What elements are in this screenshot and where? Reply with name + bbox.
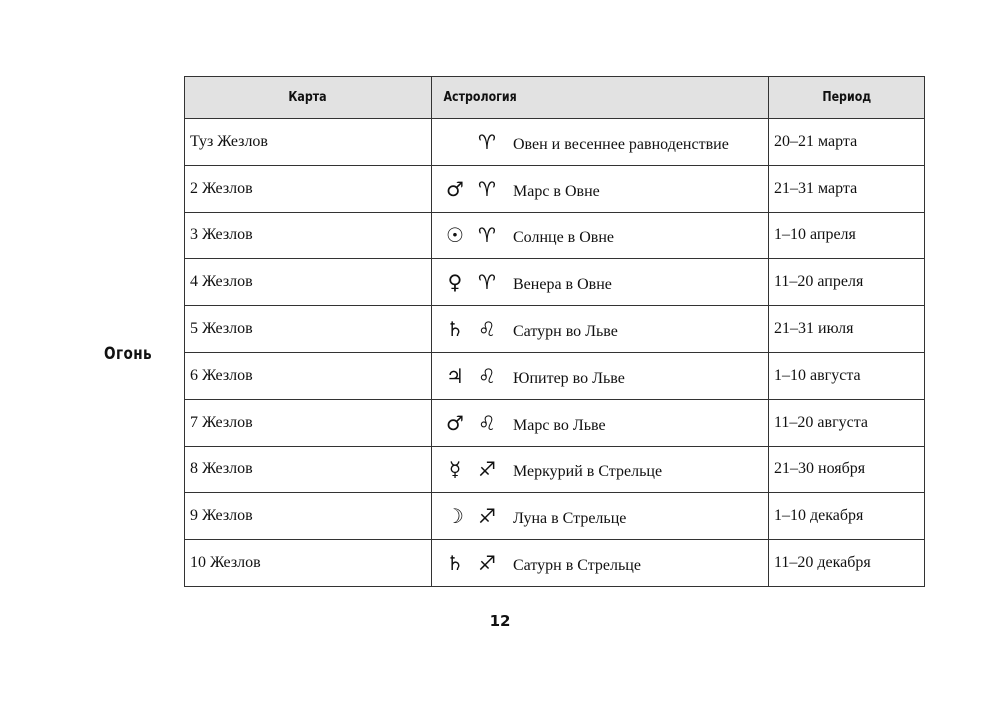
card-cell: 3 Жезлов bbox=[184, 211, 432, 260]
table-row: 2 Жезлов ♂ ♈ Марс в Овне 21–31 марта bbox=[184, 164, 925, 213]
header-card: Карта bbox=[184, 76, 432, 119]
astrology-cell: ♈ Овен и весеннее равноденствие bbox=[431, 118, 769, 166]
card-cell: 7 Жезлов bbox=[184, 398, 432, 447]
header-astrology: Астрология bbox=[431, 76, 769, 119]
period-cell: 11–20 августа bbox=[768, 398, 925, 447]
astrology-text: Юпитер во Льве bbox=[513, 369, 625, 387]
card-cell: 8 Жезлов bbox=[184, 445, 432, 494]
astrology-cell: ♄ ♌ Сатурн во Льве bbox=[431, 305, 769, 353]
element-label: Огонь bbox=[104, 344, 153, 364]
table-row: 8 Жезлов ☿ ♐ Меркурий в Стрельце 21–30 ноя… bbox=[184, 445, 925, 494]
card-cell: 6 Жезлов bbox=[184, 351, 432, 400]
card-cell: 5 Жезлов bbox=[184, 305, 432, 353]
zodiac-sign-icon: ♌ bbox=[478, 410, 496, 435]
astrology-text: Солнце в Овне bbox=[513, 229, 614, 247]
period-cell: 11–20 декабря bbox=[768, 539, 925, 587]
astrology-cell: ☿ ♐ Меркурий в Стрельце bbox=[431, 445, 769, 494]
astrology-text: Марс во Льве bbox=[513, 416, 606, 434]
zodiac-sign-icon: ♈ bbox=[478, 176, 496, 201]
period-cell: 21–30 ноября bbox=[768, 445, 925, 494]
card-cell: 2 Жезлов bbox=[184, 164, 432, 213]
tarot-astrology-table: Карта Астрология Период Туз Жезлов ♈ Овен… bbox=[184, 76, 925, 587]
card-cell: 4 Жезлов bbox=[184, 258, 432, 307]
astrology-cell: ♃ ♌ Юпитер во Льве bbox=[431, 351, 769, 400]
planet-symbol-icon: ♂ bbox=[446, 176, 464, 201]
period-cell: 21–31 июля bbox=[768, 305, 925, 353]
table-row: 3 Жезлов ☉ ♈ Солнце в Овне 1–10 апреля bbox=[184, 211, 925, 260]
astrology-cell: ♄ ♐ Сатурн в Стрельце bbox=[431, 539, 769, 587]
astrology-text: Меркурий в Стрельце bbox=[513, 463, 663, 481]
card-cell: 10 Жезлов bbox=[184, 539, 432, 587]
astrology-text: Венера в Овне bbox=[513, 276, 612, 294]
planet-symbol-icon: ♀ bbox=[447, 270, 463, 295]
planet-symbol-icon: ♄ bbox=[446, 317, 464, 342]
astrology-cell: ☽ ♐ Луна в Стрельце bbox=[431, 492, 769, 541]
table-row: 7 Жезлов ♂ ♌ Марс во Льве 11–20 августа bbox=[184, 398, 925, 447]
astrology-text: Сатурн в Стрельце bbox=[513, 557, 641, 575]
period-cell: 1–10 августа bbox=[768, 351, 925, 400]
astrology-text: Марс в Овне bbox=[513, 182, 600, 200]
table-row: 6 Жезлов ♃ ♌ Юпитер во Льве 1–10 августа bbox=[184, 351, 925, 400]
table-row: 5 Жезлов ♄ ♌ Сатурн во Льве 21–31 июля bbox=[184, 305, 925, 353]
zodiac-sign-icon: ♌ bbox=[478, 317, 496, 342]
zodiac-sign-icon: ♈ bbox=[478, 270, 496, 295]
astrology-text: Сатурн во Льве bbox=[513, 323, 618, 341]
zodiac-sign-icon: ♐ bbox=[478, 457, 496, 482]
planet-symbol-icon: ♄ bbox=[446, 551, 464, 576]
period-cell: 1–10 декабря bbox=[768, 492, 925, 541]
planet-symbol-icon: ☽ bbox=[446, 504, 464, 529]
planet-symbol-icon: ☉ bbox=[446, 223, 464, 248]
planet-symbol-icon: ♃ bbox=[446, 363, 464, 388]
card-cell: Туз Жезлов bbox=[184, 118, 432, 166]
table-row: Туз Жезлов ♈ Овен и весеннее равноденстви… bbox=[184, 118, 925, 166]
period-cell: 1–10 апреля bbox=[768, 211, 925, 260]
header-period: Период bbox=[768, 76, 925, 119]
planet-symbol-icon: ♂ bbox=[446, 410, 464, 435]
astrology-text: Луна в Стрельце bbox=[513, 510, 627, 528]
card-cell: 9 Жезлов bbox=[184, 492, 432, 541]
table-row: 4 Жезлов ♀ ♈ Венера в Овне 11–20 апреля bbox=[184, 258, 925, 307]
table-row: 9 Жезлов ☽ ♐ Луна в Стрельце 1–10 декабря bbox=[184, 492, 925, 541]
period-cell: 20–21 марта bbox=[768, 118, 925, 166]
page-number: 12 bbox=[489, 612, 511, 630]
astrology-cell: ♂ ♈ Марс в Овне bbox=[431, 164, 769, 213]
astrology-cell: ♀ ♈ Венера в Овне bbox=[431, 258, 769, 307]
zodiac-sign-icon: ♌ bbox=[478, 363, 496, 388]
astrology-text: Овен и весеннее равноденствие bbox=[513, 135, 729, 153]
zodiac-sign-icon: ♈ bbox=[478, 129, 496, 154]
astrology-cell: ♂ ♌ Марс во Льве bbox=[431, 398, 769, 447]
period-cell: 11–20 апреля bbox=[768, 258, 925, 307]
zodiac-sign-icon: ♐ bbox=[478, 551, 496, 576]
zodiac-sign-icon: ♐ bbox=[478, 504, 496, 529]
table-header-row: Карта Астрология Период bbox=[184, 76, 925, 119]
table-row: 10 Жезлов ♄ ♐ Сатурн в Стрельце 11–20 дека… bbox=[184, 539, 925, 587]
zodiac-sign-icon: ♈ bbox=[478, 223, 496, 248]
period-cell: 21–31 марта bbox=[768, 164, 925, 213]
astrology-cell: ☉ ♈ Солнце в Овне bbox=[431, 211, 769, 260]
planet-symbol-icon: ☿ bbox=[448, 457, 462, 482]
